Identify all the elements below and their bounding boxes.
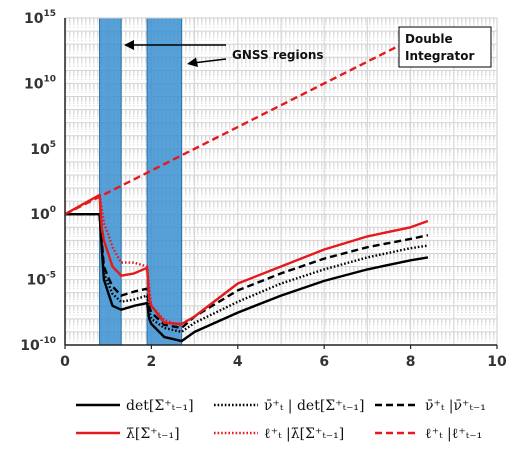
series-line <box>65 212 429 343</box>
tick-labels: 0 2 4 6 8 10 10-10 10-5 100 105 1010 1015 <box>20 9 507 370</box>
x-tick-label: 6 <box>319 354 329 370</box>
series-line <box>65 212 429 330</box>
model-label-line1: Double <box>405 32 453 46</box>
legend: det[Σ⁺ₜ₋₁] ν̄⁺ₜ | det[Σ⁺ₜ₋₁] ν̄⁺ₜ |ν̄⁺ₜ₋₁ λ… <box>76 398 486 442</box>
y-tick-label: 105 <box>30 140 56 158</box>
legend-label: ν̄⁺ₜ |ν̄⁺ₜ₋₁ <box>425 398 486 414</box>
legend-label: ν̄⁺ₜ | det[Σ⁺ₜ₋₁] <box>264 398 365 414</box>
gnss-arrowhead-2 <box>187 57 198 67</box>
model-label-box <box>398 26 492 68</box>
series-line <box>65 212 429 334</box>
gnss-regions <box>99 17 183 346</box>
y-tick-label: 100 <box>30 205 56 223</box>
series-line <box>98 194 182 327</box>
y-tick-label: 10-5 <box>27 271 56 289</box>
legend-label: det[Σ⁺ₜ₋₁] <box>126 398 194 414</box>
y-tick-label: 10-10 <box>20 336 56 354</box>
gnss-region <box>146 17 183 346</box>
annotations: GNSS regions Double Integrator <box>124 26 492 68</box>
x-tick-label: 2 <box>147 354 157 370</box>
x-tick-label: 8 <box>406 354 416 370</box>
y-tick-label: 1015 <box>24 9 56 27</box>
model-label-line2: Integrator <box>405 49 474 63</box>
grid <box>65 18 497 345</box>
x-tick-label: 0 <box>60 354 70 370</box>
gnss-arrowhead-1 <box>124 40 134 50</box>
x-tick-label: 10 <box>487 354 507 370</box>
legend-label: λ̄[Σ⁺ₜ₋₁] <box>126 426 180 442</box>
gnss-annotation-label: GNSS regions <box>232 48 324 62</box>
series-lines <box>64 30 429 343</box>
y-tick-label: 1010 <box>24 74 56 92</box>
x-tick-label: 4 <box>233 354 243 370</box>
axes <box>64 18 497 346</box>
legend-label: ℓ⁺ₜ |λ̄[Σ⁺ₜ₋₁] <box>264 426 344 442</box>
legend-label: ℓ⁺ₜ |ℓ⁺ₜ₋₁ <box>425 426 482 442</box>
gnss-arrow-2 <box>192 58 227 64</box>
series-line <box>64 30 429 216</box>
